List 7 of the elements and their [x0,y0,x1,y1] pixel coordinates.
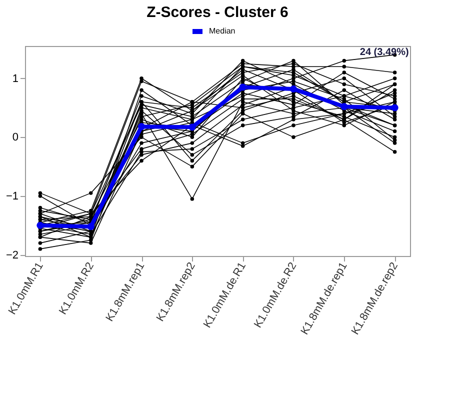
y-tick-label: 1 [12,72,18,85]
y-tick-label: −2 [6,249,18,262]
y-tick-label: 0 [12,132,18,144]
chart-title: Z-Scores - Cluster 6 [146,4,288,21]
y-tick-label: −1 [6,190,18,202]
legend-label: Median [209,26,236,36]
annotation: 24 (3.49%) [360,46,409,58]
